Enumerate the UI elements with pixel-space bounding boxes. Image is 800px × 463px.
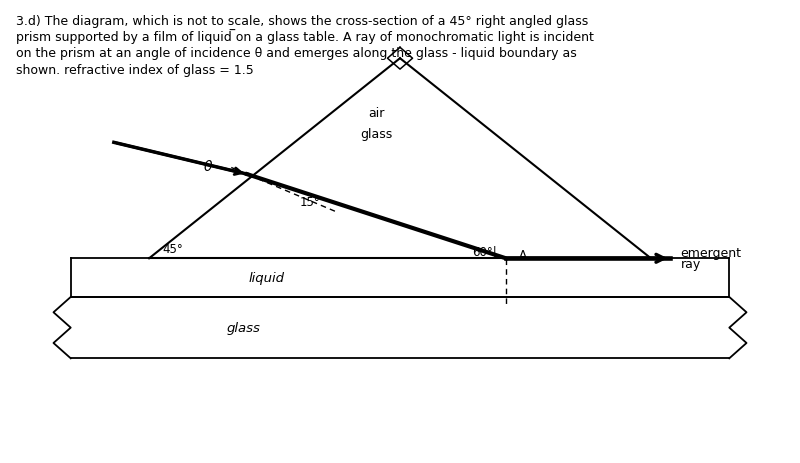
Text: glass: glass [360, 127, 393, 140]
Text: air: air [368, 107, 385, 120]
Text: emergent: emergent [681, 246, 742, 259]
Text: liquid: liquid [249, 271, 285, 284]
Text: $\theta$: $\theta$ [203, 158, 213, 173]
Text: shown. refractive index of glass = 1.5: shown. refractive index of glass = 1.5 [16, 63, 254, 76]
Text: glass: glass [226, 321, 260, 334]
Text: ray: ray [681, 258, 701, 271]
Text: 60°|: 60°| [472, 245, 497, 258]
Text: 3.d) The diagram, which is not to scale, shows the cross-section of a 45° right : 3.d) The diagram, which is not to scale,… [16, 15, 588, 28]
Text: A: A [519, 249, 527, 262]
Text: 15°: 15° [299, 195, 320, 208]
Text: on the prism at an angle of incidence θ and emerges along the glass - liquid bou: on the prism at an angle of incidence θ … [16, 47, 577, 60]
Text: –: – [228, 24, 235, 38]
Text: prism supported by a film of liquid on a glass table. A ray of monochromatic lig: prism supported by a film of liquid on a… [16, 31, 594, 44]
Text: 45°: 45° [162, 242, 183, 255]
